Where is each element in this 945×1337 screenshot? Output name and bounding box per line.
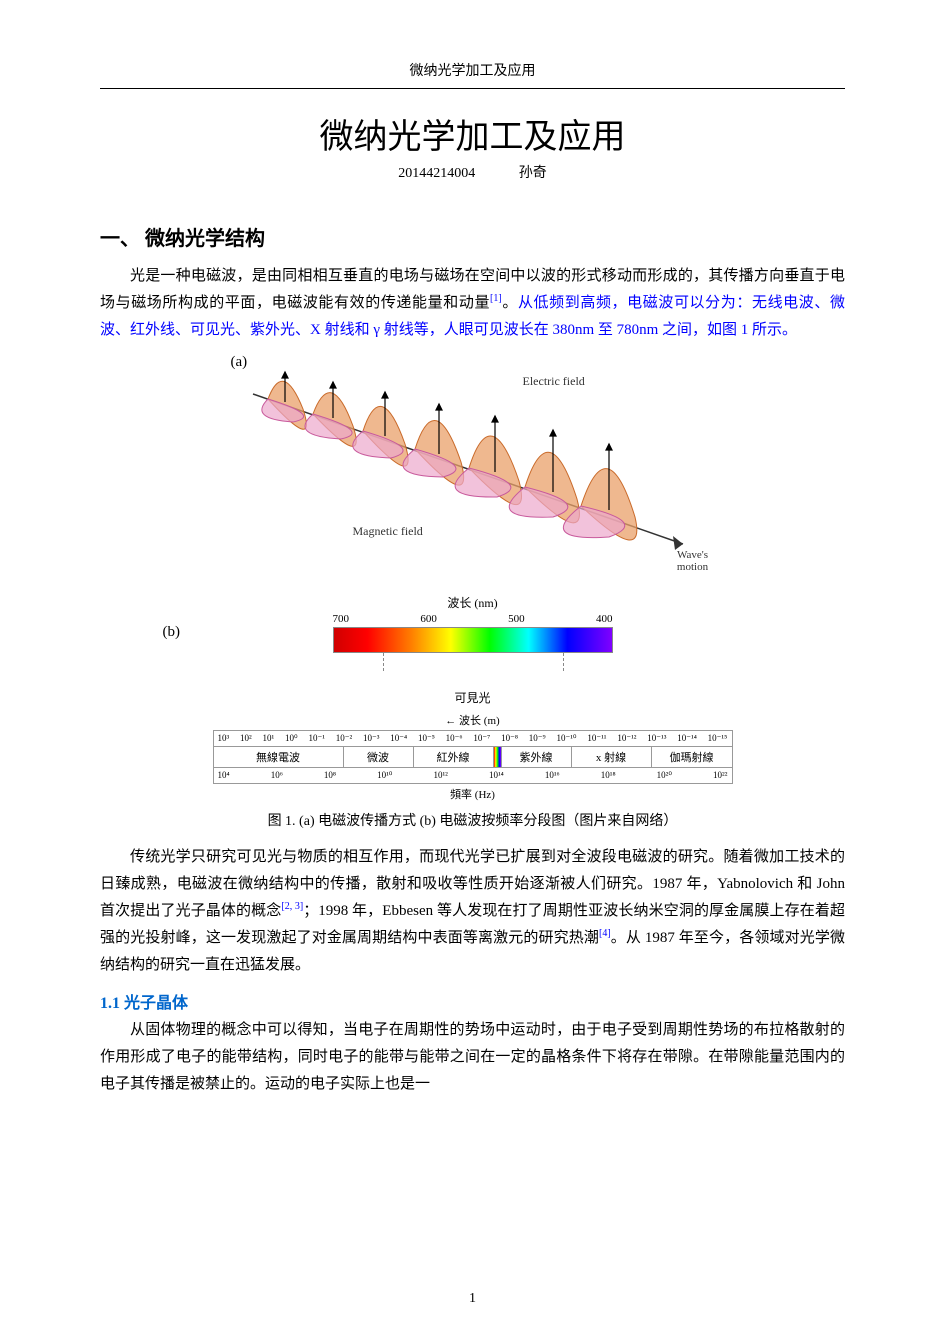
hz-axis-label: 頻率 (Hz): [203, 786, 743, 802]
header-divider: [100, 88, 845, 89]
figure-1a-label: (a): [231, 354, 248, 371]
exp: 10⁻⁷: [473, 733, 490, 744]
exp: 10⁻⁸: [501, 733, 518, 744]
band-visible-slice: [494, 747, 502, 767]
exp: 10³: [218, 733, 230, 744]
exp: 10²⁰: [657, 770, 672, 781]
exp: 10⁴: [218, 770, 230, 781]
wavelength-exponents: 10³ 10² 10¹ 10⁰ 10⁻¹ 10⁻² 10⁻³ 10⁻⁴ 10⁻⁵…: [214, 731, 732, 747]
subsection-1-1-para: 从固体物理的概念中可以得知，当电子在周期性的势场中运动时，由于电子受到周期性势场…: [100, 1017, 845, 1098]
exp: 10⁻¹⁴: [677, 733, 697, 744]
figure-1a: (a): [100, 354, 845, 584]
band-infrared: 紅外線: [414, 747, 494, 767]
nm-tick: 600: [420, 613, 437, 625]
exp: 10⁻⁵: [418, 733, 435, 744]
subsection-1-1-heading: 1.1 光子晶体: [100, 989, 845, 1013]
exp: 10⁻⁴: [390, 733, 407, 744]
spectrum-bands: 無線電波 微波 紅外線 紫外線 x 射線 伽瑪射線: [214, 747, 732, 767]
frequency-exponents: 10⁴ 10⁶ 10⁸ 10¹⁰ 10¹² 10¹⁴ 10¹⁶ 10¹⁸ 10²…: [214, 767, 732, 783]
nm-tick: 400: [596, 613, 613, 625]
exp: 10⁻¹⁰: [556, 733, 576, 744]
author-line: 20144214004 孙奇: [100, 162, 845, 182]
exp: 10⁻⁹: [529, 733, 546, 744]
exp: 10²: [240, 733, 252, 744]
wavelength-m-arrow: ← 波长 (m): [203, 712, 743, 728]
author-id: 20144214004: [398, 166, 475, 182]
nm-tick: 500: [508, 613, 525, 625]
band-radio: 無線電波: [214, 747, 344, 767]
band-xray: x 射線: [572, 747, 652, 767]
exp: 10⁻²: [336, 733, 352, 744]
nm-tick: 700: [333, 613, 350, 625]
band-gamma: 伽瑪射線: [652, 747, 732, 767]
em-wave-diagram: [223, 354, 723, 584]
exp: 10⁻³: [363, 733, 379, 744]
exp: 10⁶: [271, 770, 283, 781]
exp: 10⁻¹³: [647, 733, 666, 744]
figure-1b-label: (b): [163, 624, 181, 641]
section-1-heading: 一、 微纳光学结构: [100, 222, 845, 251]
exp: 10⁻⁶: [446, 733, 463, 744]
citation-4: [4]: [599, 928, 611, 939]
figure-1b: (b) 波长 (nm) 700 600 500 400 可見光 ← 波长 (m)…: [100, 594, 845, 802]
exp: 10¹⁶: [545, 770, 560, 781]
citation-1: [1]: [490, 293, 502, 304]
full-spectrum-chart: 10³ 10² 10¹ 10⁰ 10⁻¹ 10⁻² 10⁻³ 10⁻⁴ 10⁻⁵…: [213, 730, 733, 784]
exp: 10²²: [713, 770, 727, 781]
magnetic-field-label: Magnetic field: [353, 524, 423, 539]
citation-2-3: [2, 3]: [281, 901, 303, 912]
exp: 10⁻¹: [308, 733, 324, 744]
nm-axis-title: 波长 (nm): [203, 594, 743, 611]
page-title: 微纳光学加工及应用: [100, 109, 845, 158]
exp: 10⁻¹²: [617, 733, 636, 744]
exp: 10⁻¹⁵: [708, 733, 728, 744]
section-1-para-1: 光是一种电磁波，是由同相相互垂直的电场与磁场在空间中以波的形式移动而形成的，其传…: [100, 263, 845, 344]
author-name: 孙奇: [519, 162, 547, 182]
spectrum-connectors: [213, 653, 733, 671]
running-header: 微纳光学加工及应用: [100, 60, 845, 80]
exp: 10⁸: [324, 770, 336, 781]
wave-motion-label: Wave's motion: [663, 549, 723, 573]
para1-text-b: 。: [502, 295, 518, 311]
band-microwave: 微波: [344, 747, 414, 767]
figure-1-caption: 图 1. (a) 电磁波传播方式 (b) 电磁波按频率分段图（图片来自网络）: [100, 810, 845, 830]
exp: 10⁻¹¹: [587, 733, 606, 744]
exp: 10¹⁰: [377, 770, 392, 781]
nm-ticks: 700 600 500 400: [333, 613, 613, 625]
page-number: 1: [469, 1291, 476, 1307]
exp: 10¹⁸: [601, 770, 616, 781]
exp: 10¹: [263, 733, 275, 744]
exp: 10¹⁴: [489, 770, 504, 781]
visible-spectrum-bar: [333, 627, 613, 653]
exp: 10¹²: [433, 770, 447, 781]
exp: 10⁰: [285, 733, 298, 744]
electric-field-label: Electric field: [523, 374, 585, 389]
visible-light-label: 可見光: [203, 689, 743, 706]
band-uv: 紫外線: [502, 747, 572, 767]
section-1-para-2: 传统光学只研究可见光与物质的相互作用，而现代光学已扩展到对全波段电磁波的研究。随…: [100, 844, 845, 979]
